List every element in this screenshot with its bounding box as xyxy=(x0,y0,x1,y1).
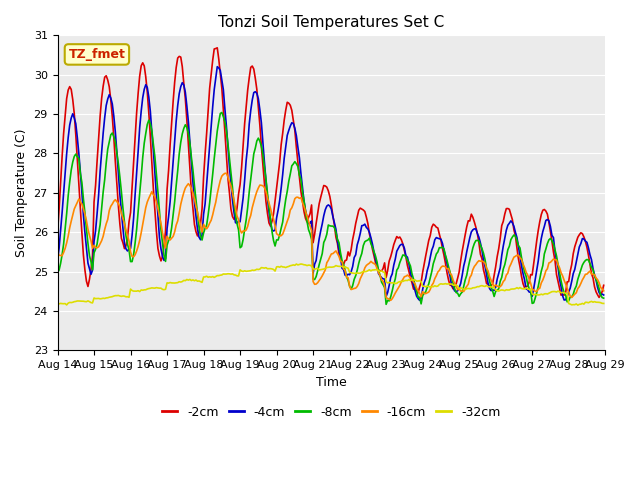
Legend: -2cm, -4cm, -8cm, -16cm, -32cm: -2cm, -4cm, -8cm, -16cm, -32cm xyxy=(157,401,506,424)
Text: TZ_fmet: TZ_fmet xyxy=(68,48,125,61)
X-axis label: Time: Time xyxy=(316,376,347,389)
Y-axis label: Soil Temperature (C): Soil Temperature (C) xyxy=(15,129,28,257)
Title: Tonzi Soil Temperatures Set C: Tonzi Soil Temperatures Set C xyxy=(218,15,445,30)
